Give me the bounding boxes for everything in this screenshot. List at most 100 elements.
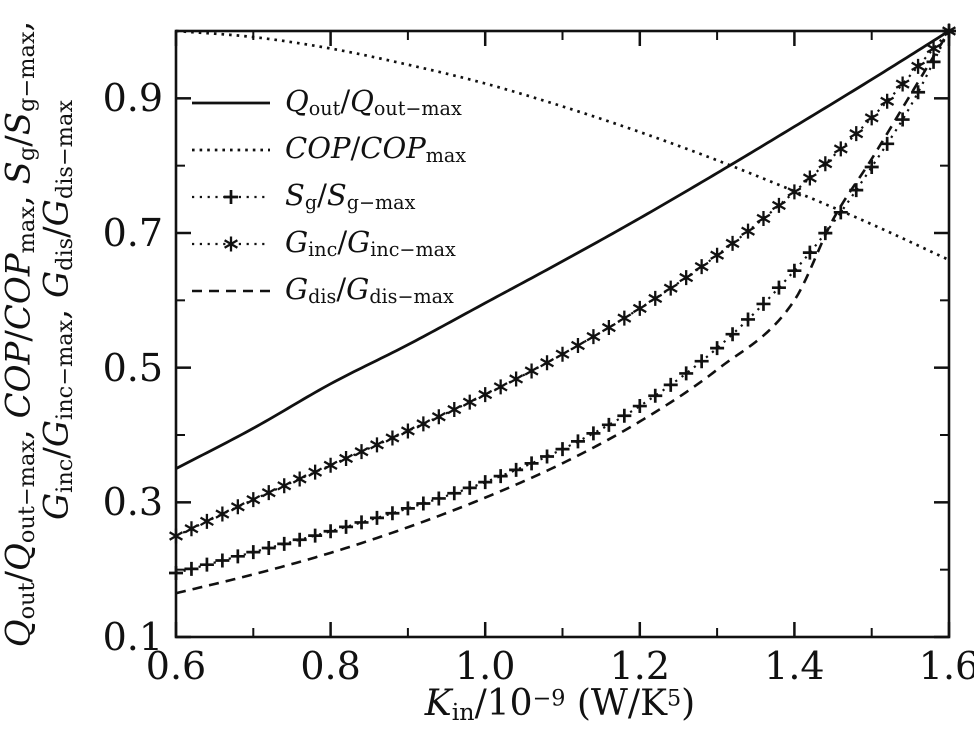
asterisk-marker (370, 437, 384, 453)
asterisk-marker (169, 528, 183, 544)
y-tick-label-0.1: 0.1 (102, 615, 163, 659)
plus-marker (787, 263, 802, 278)
plus-marker (864, 160, 879, 175)
legend-item-qout: Qout/Qout−max (190, 79, 466, 126)
plus-marker (601, 417, 616, 432)
asterisk-marker (648, 290, 663, 306)
math-text: dis (308, 285, 337, 309)
y-tick-label-0.5: 0.5 (102, 345, 163, 390)
plus-marker (431, 491, 446, 506)
math-text: / (340, 83, 351, 118)
legend-label-qout: Qout/Qout−max (285, 83, 462, 121)
asterisk-marker (493, 379, 508, 395)
math-italic: COP (360, 130, 426, 165)
plus-marker (478, 475, 493, 490)
x-tick-label-1.4: 1.4 (764, 644, 825, 688)
asterisk-marker (400, 423, 415, 439)
math-text: ) (681, 683, 696, 724)
plus-marker (261, 541, 276, 556)
math-italic: G (347, 224, 371, 259)
plus-marker (199, 557, 214, 572)
asterisk-marker (524, 363, 539, 379)
asterisk-marker (617, 310, 632, 326)
asterisk-marker (323, 457, 338, 473)
asterisk-marker (864, 110, 879, 126)
plus-marker (555, 442, 570, 457)
math-text: out (308, 97, 341, 121)
plus-marker (694, 354, 709, 369)
math-italic: S (326, 177, 347, 212)
y-tick-label-0.7: 0.7 (102, 211, 163, 255)
math-text: , (0, 20, 39, 32)
math-text: dis−max (52, 100, 79, 200)
asterisk-marker (431, 409, 446, 425)
asterisk-marker (224, 236, 238, 251)
asterisk-marker (509, 371, 524, 387)
asterisk-marker (570, 338, 585, 354)
asterisk-marker (818, 156, 833, 172)
asterisk-marker (632, 300, 647, 316)
y-axis-label-line1: Qout/Qout−max, COP/COPmax, Sg/Sg−max, (0, 20, 41, 648)
x-tick-label-1.0: 1.0 (454, 644, 516, 688)
plus-marker (524, 456, 539, 471)
plus-marker (617, 408, 632, 423)
math-italic: G (346, 271, 370, 306)
asterisk-marker (385, 430, 400, 446)
plus-marker (493, 469, 508, 484)
asterisk-marker (462, 394, 477, 410)
plus-marker (741, 312, 756, 327)
plus-marker (339, 519, 354, 534)
asterisk-marker (771, 197, 786, 213)
asterisk-marker (710, 247, 725, 263)
legend-sample-sg (192, 189, 270, 204)
asterisk-marker (261, 485, 276, 501)
math-text: 5 (666, 685, 682, 712)
legend: Qout/Qout−max COP/COPmax Sg/Sg−max Ginc/Gin… (190, 79, 466, 314)
math-text: out−max (373, 97, 462, 121)
math-italic: S (0, 112, 39, 136)
math-text: / (336, 271, 347, 306)
math-text: inc (52, 458, 79, 493)
math-text: , (0, 184, 39, 207)
legend-item-gdis: Gdis/Gdis−max (190, 267, 466, 314)
math-italic: S (0, 161, 39, 185)
asterisk-marker (802, 170, 817, 186)
math-text: dis−max (369, 285, 454, 309)
curve-gdis-line (175, 30, 951, 595)
math-italic: G (285, 271, 309, 306)
curve-cop-line (175, 29, 950, 262)
legend-label-ginc: Ginc/Ginc−max (285, 224, 456, 259)
math-italic: S (285, 177, 305, 212)
plus-marker (570, 434, 585, 449)
plus-marker (308, 528, 323, 543)
plus-marker (509, 462, 524, 477)
plus-marker (802, 245, 817, 260)
plus-marker (292, 532, 307, 547)
plus-marker (771, 280, 786, 295)
legend-sample-gdis (192, 289, 270, 292)
math-italic: COP (285, 130, 351, 165)
legend-label-cop: COP/COPmax (285, 130, 466, 165)
asterisk-marker (230, 499, 245, 515)
legend-sample-cop (192, 148, 270, 151)
math-text: / (350, 130, 361, 165)
math-text: dis (52, 237, 79, 271)
plus-marker (369, 510, 384, 525)
math-text: in (451, 698, 475, 727)
math-italic: G (36, 270, 77, 299)
math-text: g−max (14, 31, 41, 112)
math-text: (W/K (565, 683, 667, 724)
plus-marker (215, 553, 230, 568)
math-text: out (14, 582, 41, 620)
asterisk-marker (416, 416, 431, 432)
math-text: g−max (346, 191, 416, 215)
asterisk-marker (184, 521, 199, 537)
math-italic: G (285, 224, 309, 259)
asterisk-marker (292, 471, 307, 487)
asterisk-marker (833, 141, 848, 157)
x-tick-label-0.8: 0.8 (300, 644, 361, 688)
plus-marker (385, 506, 400, 521)
legend-item-sg: Sg/Sg−max (190, 173, 466, 220)
plus-marker (169, 566, 183, 581)
